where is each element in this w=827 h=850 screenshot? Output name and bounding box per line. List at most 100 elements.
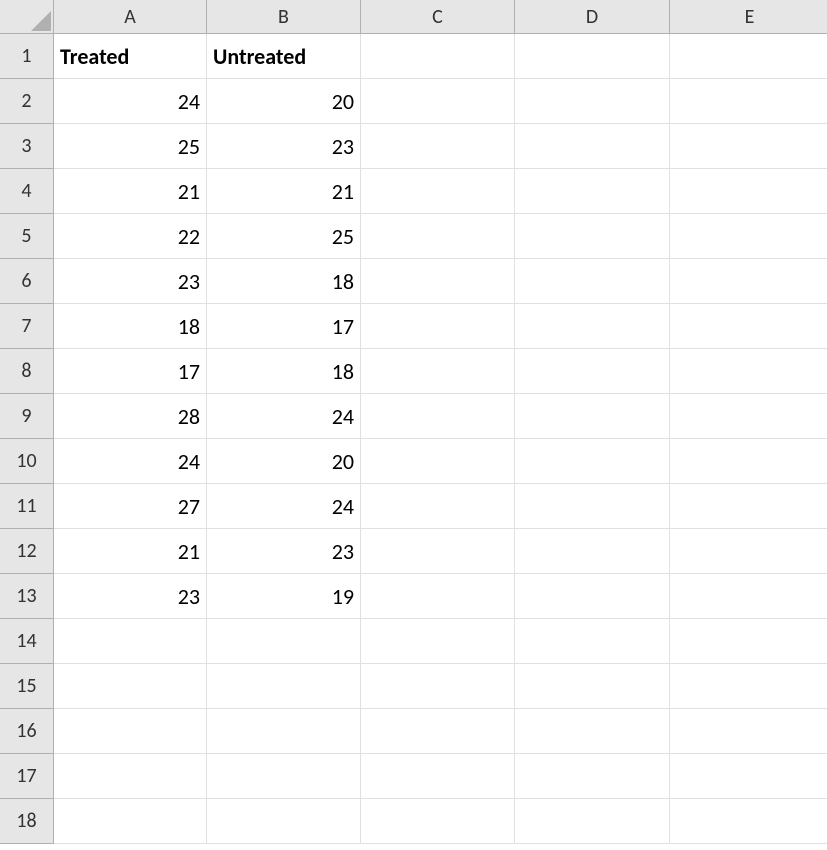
cell-C15[interactable]	[361, 664, 515, 709]
cell-C6[interactable]	[361, 259, 515, 304]
cell-D9[interactable]	[515, 394, 670, 439]
cell-C5[interactable]	[361, 214, 515, 259]
cell-A4[interactable]: 21	[54, 169, 207, 214]
cell-B17[interactable]	[207, 754, 361, 799]
cell-A6[interactable]: 23	[54, 259, 207, 304]
cell-C2[interactable]	[361, 79, 515, 124]
cell-D17[interactable]	[515, 754, 670, 799]
select-all-corner[interactable]	[0, 0, 54, 34]
cell-D18[interactable]	[515, 799, 670, 844]
cell-D7[interactable]	[515, 304, 670, 349]
column-header-D[interactable]: D	[515, 0, 670, 34]
cell-C17[interactable]	[361, 754, 515, 799]
row-header-18[interactable]: 18	[0, 799, 54, 844]
cell-D4[interactable]	[515, 169, 670, 214]
cell-B3[interactable]: 23	[207, 124, 361, 169]
cell-C12[interactable]	[361, 529, 515, 574]
column-header-B[interactable]: B	[207, 0, 361, 34]
cell-A9[interactable]: 28	[54, 394, 207, 439]
cell-B7[interactable]: 17	[207, 304, 361, 349]
row-header-8[interactable]: 8	[0, 349, 54, 394]
cell-E1[interactable]	[670, 34, 827, 79]
cell-A14[interactable]	[54, 619, 207, 664]
cell-E18[interactable]	[670, 799, 827, 844]
cell-E6[interactable]	[670, 259, 827, 304]
cell-E12[interactable]	[670, 529, 827, 574]
cell-B2[interactable]: 20	[207, 79, 361, 124]
cell-D15[interactable]	[515, 664, 670, 709]
cell-E11[interactable]	[670, 484, 827, 529]
cell-C7[interactable]	[361, 304, 515, 349]
cell-C10[interactable]	[361, 439, 515, 484]
cell-D6[interactable]	[515, 259, 670, 304]
cell-E4[interactable]	[670, 169, 827, 214]
cell-C4[interactable]	[361, 169, 515, 214]
cell-C1[interactable]	[361, 34, 515, 79]
cell-A5[interactable]: 22	[54, 214, 207, 259]
cell-A8[interactable]: 17	[54, 349, 207, 394]
row-header-16[interactable]: 16	[0, 709, 54, 754]
cell-A10[interactable]: 24	[54, 439, 207, 484]
cell-A2[interactable]: 24	[54, 79, 207, 124]
cell-B11[interactable]: 24	[207, 484, 361, 529]
cell-A11[interactable]: 27	[54, 484, 207, 529]
row-header-6[interactable]: 6	[0, 259, 54, 304]
cell-B5[interactable]: 25	[207, 214, 361, 259]
cell-E9[interactable]	[670, 394, 827, 439]
cell-D5[interactable]	[515, 214, 670, 259]
cell-E10[interactable]	[670, 439, 827, 484]
row-header-1[interactable]: 1	[0, 34, 54, 79]
cell-C16[interactable]	[361, 709, 515, 754]
cell-B15[interactable]	[207, 664, 361, 709]
row-header-5[interactable]: 5	[0, 214, 54, 259]
row-header-14[interactable]: 14	[0, 619, 54, 664]
column-header-E[interactable]: E	[670, 0, 827, 34]
cell-D3[interactable]	[515, 124, 670, 169]
cell-C8[interactable]	[361, 349, 515, 394]
row-header-3[interactable]: 3	[0, 124, 54, 169]
cell-E17[interactable]	[670, 754, 827, 799]
cell-D8[interactable]	[515, 349, 670, 394]
cell-C3[interactable]	[361, 124, 515, 169]
cell-C9[interactable]	[361, 394, 515, 439]
cell-D13[interactable]	[515, 574, 670, 619]
cell-A3[interactable]: 25	[54, 124, 207, 169]
cell-C18[interactable]	[361, 799, 515, 844]
row-header-15[interactable]: 15	[0, 664, 54, 709]
cell-A13[interactable]: 23	[54, 574, 207, 619]
row-header-12[interactable]: 12	[0, 529, 54, 574]
cell-B9[interactable]: 24	[207, 394, 361, 439]
row-header-4[interactable]: 4	[0, 169, 54, 214]
cell-D16[interactable]	[515, 709, 670, 754]
row-header-7[interactable]: 7	[0, 304, 54, 349]
cell-B16[interactable]	[207, 709, 361, 754]
cell-B18[interactable]	[207, 799, 361, 844]
cell-C13[interactable]	[361, 574, 515, 619]
row-header-9[interactable]: 9	[0, 394, 54, 439]
cell-E16[interactable]	[670, 709, 827, 754]
cell-D2[interactable]	[515, 79, 670, 124]
cell-E7[interactable]	[670, 304, 827, 349]
row-header-11[interactable]: 11	[0, 484, 54, 529]
cell-D14[interactable]	[515, 619, 670, 664]
cell-C14[interactable]	[361, 619, 515, 664]
cell-A16[interactable]	[54, 709, 207, 754]
cell-E13[interactable]	[670, 574, 827, 619]
cell-E15[interactable]	[670, 664, 827, 709]
cell-E5[interactable]	[670, 214, 827, 259]
cell-D1[interactable]	[515, 34, 670, 79]
cell-A18[interactable]	[54, 799, 207, 844]
row-header-2[interactable]: 2	[0, 79, 54, 124]
cell-A17[interactable]	[54, 754, 207, 799]
cell-E3[interactable]	[670, 124, 827, 169]
cell-B12[interactable]: 23	[207, 529, 361, 574]
row-header-10[interactable]: 10	[0, 439, 54, 484]
column-header-C[interactable]: C	[361, 0, 515, 34]
row-header-17[interactable]: 17	[0, 754, 54, 799]
cell-B13[interactable]: 19	[207, 574, 361, 619]
cell-B4[interactable]: 21	[207, 169, 361, 214]
cell-A12[interactable]: 21	[54, 529, 207, 574]
cell-B14[interactable]	[207, 619, 361, 664]
cell-A15[interactable]	[54, 664, 207, 709]
cell-B8[interactable]: 18	[207, 349, 361, 394]
